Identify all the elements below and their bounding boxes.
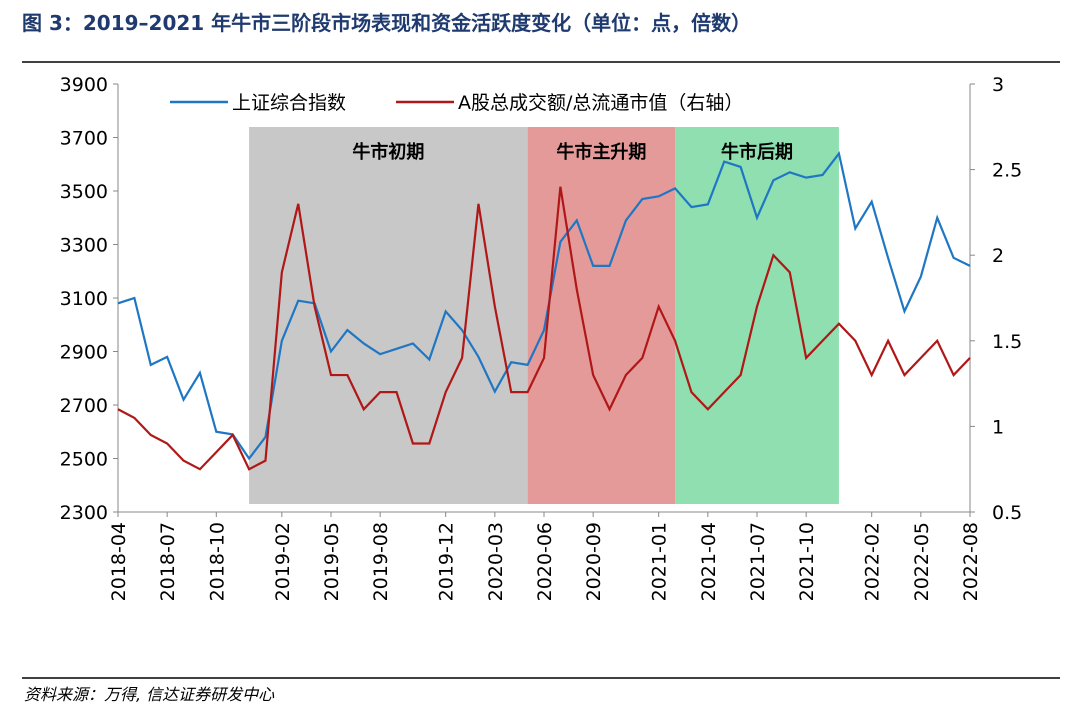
phase-region [675, 127, 839, 504]
x-tick-label: 2019-05 [321, 522, 343, 601]
phase-label: 牛市后期 [720, 142, 793, 163]
series-line [117, 186, 971, 471]
x-tick-label: 2020-06 [534, 522, 556, 601]
y-tick-label: 3100 [60, 288, 108, 310]
x-tick-label: 2018-04 [108, 522, 130, 601]
y-tick-label: 2900 [60, 342, 108, 364]
x-tick-label: 2021-07 [747, 522, 769, 601]
phase-label-box: 牛市主升期 [556, 142, 647, 163]
y-tick-label: 3700 [60, 128, 108, 150]
x-tick-label: 2022-02 [862, 522, 884, 601]
x-tick-label: 2022-05 [911, 522, 933, 601]
y2-tick-label: 2 [992, 245, 1004, 267]
x-tick-label: 2021-10 [796, 522, 818, 601]
phase-label: 牛市初期 [352, 142, 425, 163]
y-tick-label: 2300 [60, 502, 108, 524]
x-tick-label: 2019-02 [272, 522, 294, 601]
phase-label-box: 牛市后期 [720, 142, 793, 163]
x-tick-label: 2022-08 [960, 522, 982, 601]
y2-tick-label: 1.5 [992, 331, 1022, 353]
x-tick-label: 2021-04 [698, 522, 720, 601]
y2-tick-label: 3 [992, 74, 1004, 96]
x-tick-label: 2018-10 [206, 522, 228, 601]
y-tick-label: 3300 [60, 235, 108, 257]
x-tick-label: 2021-01 [649, 522, 671, 601]
legend-label: A股总成交额/总流通市值（右轴） [458, 92, 743, 114]
phase-label-box: 牛市初期 [352, 142, 425, 163]
x-tick-label: 2018-07 [157, 522, 179, 601]
y-tick-label: 2700 [60, 395, 108, 417]
y-tick-label: 2500 [60, 449, 108, 471]
x-tick-label: 2019-12 [436, 522, 458, 601]
legend-label: 上证综合指数 [232, 92, 346, 114]
x-tick-label: 2020-09 [583, 522, 605, 601]
series-line [117, 150, 971, 461]
y2-tick-label: 0.5 [992, 502, 1022, 524]
y-tick-label: 3900 [60, 74, 108, 96]
phase-region [527, 127, 676, 504]
x-tick-label: 2019-08 [370, 522, 392, 601]
phase-region [249, 127, 528, 504]
y-tick-label: 3500 [60, 181, 108, 203]
y2-tick-label: 2.5 [992, 160, 1022, 182]
x-tick-label: 2020-03 [485, 522, 507, 601]
y2-tick-label: 1 [992, 416, 1004, 438]
phase-label: 牛市主升期 [556, 142, 647, 163]
source: 资料来源：万得, 信达证券研发中心 [24, 685, 275, 704]
chart-title: 图 3：2019–2021 年牛市三阶段市场表现和资金活跃度变化（单位：点，倍数… [22, 11, 751, 35]
